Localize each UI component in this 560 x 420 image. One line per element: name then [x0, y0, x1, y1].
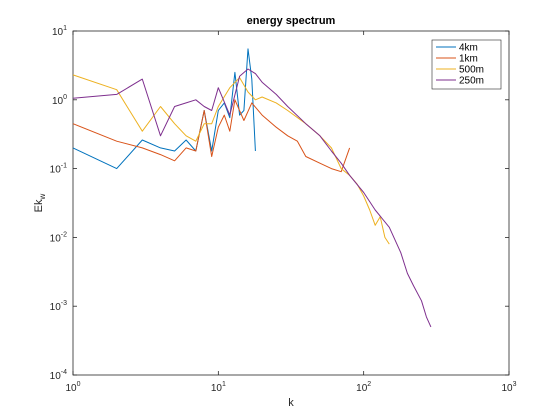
x-tick-label-0-mantissa: 10 — [65, 383, 77, 394]
y-tick-label-3-exponent: -1 — [61, 163, 67, 170]
x-tick-label-3-exponent: 3 — [513, 381, 517, 388]
series-line-0 — [72, 48, 256, 170]
y-tick-label-2: 10-2 — [50, 231, 67, 244]
legend-entry-2: 500m — [459, 65, 484, 76]
y-tick-label-2-mantissa: 10 — [50, 233, 62, 244]
y-tick-label-1-mantissa: 10 — [50, 302, 62, 313]
x-tick-label-2: 102 — [356, 381, 371, 394]
y-tick-label-0: 10-4 — [50, 369, 67, 382]
y-tick-label-3-mantissa: 10 — [50, 165, 62, 176]
x-tick-label-1: 101 — [211, 381, 226, 394]
y-axis-label-base: Ek — [33, 199, 45, 212]
y-axis-label: Ekw — [33, 193, 47, 212]
y-axis-label-subscript: w — [38, 193, 47, 200]
y-tick-label-0-mantissa: 10 — [50, 371, 62, 382]
series-line-2 — [72, 74, 390, 245]
y-tick-label-5-mantissa: 10 — [52, 27, 64, 38]
x-tick-label-0: 100 — [65, 381, 80, 394]
x-tick-label-1-exponent: 1 — [222, 381, 226, 388]
legend-entry-3: 250m — [459, 76, 484, 87]
y-tick-label-0-exponent: -4 — [61, 369, 67, 376]
legend-box — [431, 39, 502, 90]
x-tick-label-1-mantissa: 10 — [211, 383, 223, 394]
series-line-1 — [72, 99, 351, 173]
legend-entry-1: 1km — [459, 54, 478, 65]
x-axis-label: k — [288, 397, 294, 409]
chart-title: energy spectrum — [247, 15, 336, 27]
y-tick-label-4-mantissa: 10 — [52, 96, 64, 107]
y-tick-label-1-exponent: -3 — [61, 300, 67, 307]
y-tick-label-4-exponent: 0 — [63, 94, 67, 101]
x-tick-label-2-exponent: 2 — [367, 381, 371, 388]
y-tick-label-5: 101 — [52, 25, 67, 38]
y-tick-label-4: 100 — [52, 94, 67, 107]
legend-entry-0: 4km — [459, 43, 478, 54]
x-tick-label-3: 103 — [501, 381, 516, 394]
x-tick-label-2-mantissa: 10 — [356, 383, 368, 394]
y-tick-label-1: 10-3 — [50, 300, 67, 313]
y-tick-label-3: 10-1 — [50, 163, 67, 176]
series-layer — [72, 48, 432, 328]
y-tick-label-2-exponent: -2 — [61, 231, 67, 238]
x-tick-label-3-mantissa: 10 — [501, 383, 513, 394]
series-line-3 — [72, 68, 432, 328]
x-tick-label-0-exponent: 0 — [77, 381, 81, 388]
y-tick-label-5-exponent: 1 — [63, 25, 67, 32]
